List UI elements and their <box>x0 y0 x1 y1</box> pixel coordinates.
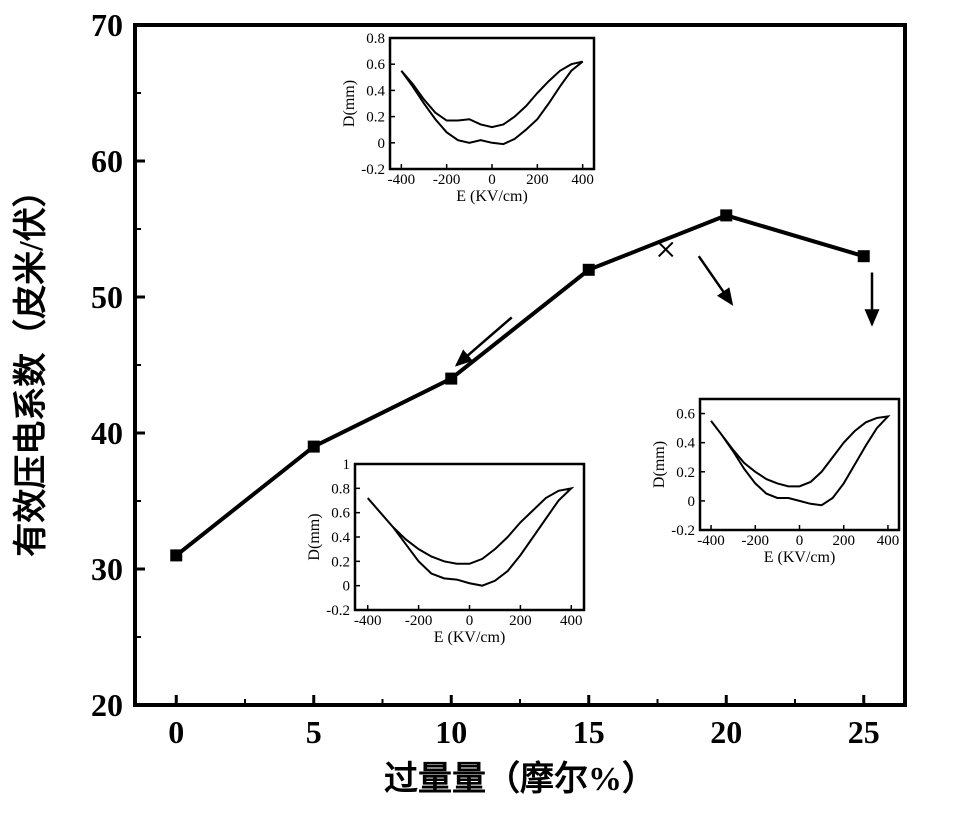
svg-text:0: 0 <box>488 172 496 188</box>
svg-text:400: 400 <box>571 172 594 188</box>
svg-text:E (KV/cm): E (KV/cm) <box>764 549 836 566</box>
svg-text:400: 400 <box>877 533 900 549</box>
y-tick-label: 50 <box>91 279 123 315</box>
x-tick-label: 25 <box>848 714 880 750</box>
svg-text:0.2: 0.2 <box>366 110 385 126</box>
svg-text:-0.2: -0.2 <box>671 523 695 539</box>
svg-text:0.4: 0.4 <box>331 530 350 546</box>
data-marker <box>308 441 320 453</box>
svg-text:0: 0 <box>466 613 474 629</box>
svg-text:-200: -200 <box>742 533 770 549</box>
inset-chart: -400 -200 0 200 400 -0.2 0 0.2 0.4 0.6 0.8 1 E (KV/c… <box>306 457 584 646</box>
x-tick-label: 15 <box>573 714 605 750</box>
data-marker <box>445 373 457 385</box>
svg-text:0: 0 <box>796 533 804 549</box>
svg-text:0.2: 0.2 <box>331 554 350 570</box>
svg-text:200: 200 <box>832 533 855 549</box>
svg-text:-0.2: -0.2 <box>326 603 350 619</box>
y-tick-label: 30 <box>91 551 123 587</box>
chart-container: 0510152025203040506070过量量（摩尔%）有效压电系数（皮米/… <box>0 0 963 835</box>
svg-text:0.4: 0.4 <box>676 436 695 452</box>
x-tick-label: 0 <box>168 714 184 750</box>
data-marker <box>583 264 595 276</box>
x-tick-label: 5 <box>306 714 322 750</box>
svg-text:D(mm): D(mm) <box>341 80 358 127</box>
data-marker <box>720 209 732 221</box>
svg-text:0.8: 0.8 <box>366 31 385 47</box>
chart-svg: 0510152025203040506070过量量（摩尔%）有效压电系数（皮米/… <box>0 0 963 835</box>
y-tick-label: 70 <box>91 7 123 43</box>
svg-text:0.6: 0.6 <box>366 57 385 73</box>
data-marker <box>858 250 870 262</box>
svg-text:-400: -400 <box>697 533 725 549</box>
inset-chart: -400 -200 0 200 400 -0.2 0 0.2 0.4 0.6 0.8 E (KV/cm… <box>341 31 594 205</box>
arrow-annotation <box>457 317 512 365</box>
svg-text:0.8: 0.8 <box>331 481 350 497</box>
y-tick-label: 40 <box>91 415 123 451</box>
svg-text:-0.2: -0.2 <box>361 162 385 178</box>
svg-text:0: 0 <box>688 494 696 510</box>
svg-text:E (KV/cm): E (KV/cm) <box>434 629 506 646</box>
arrow-annotation <box>699 256 732 304</box>
svg-text:-200: -200 <box>433 172 461 188</box>
x-axis-label: 过量量（摩尔%） <box>384 759 656 798</box>
svg-text:0: 0 <box>343 579 351 595</box>
svg-text:-400: -400 <box>354 613 382 629</box>
y-tick-label: 20 <box>91 687 123 723</box>
inset-chart: -400 -200 0 200 400 -0.2 0 0.2 0.4 0.6 E (KV/cm) D(… <box>651 399 899 566</box>
svg-text:1: 1 <box>343 457 351 473</box>
svg-text:D(mm): D(mm) <box>306 513 323 560</box>
svg-text:0.4: 0.4 <box>366 83 385 99</box>
y-tick-label: 60 <box>91 143 123 179</box>
svg-text:-400: -400 <box>388 172 416 188</box>
svg-text:200: 200 <box>526 172 549 188</box>
svg-text:-200: -200 <box>405 613 433 629</box>
data-marker <box>170 549 182 561</box>
x-tick-label: 20 <box>710 714 742 750</box>
svg-text:400: 400 <box>560 613 583 629</box>
svg-text:0: 0 <box>378 136 386 152</box>
x-tick-label: 10 <box>435 714 467 750</box>
y-axis-label: 有效压电系数（皮米/伏） <box>11 173 50 556</box>
svg-text:0.6: 0.6 <box>331 506 350 522</box>
svg-text:200: 200 <box>509 613 532 629</box>
svg-text:E (KV/cm): E (KV/cm) <box>456 188 528 205</box>
svg-text:0.6: 0.6 <box>676 407 695 423</box>
svg-text:D(mm): D(mm) <box>651 441 668 488</box>
svg-text:0.2: 0.2 <box>676 465 695 481</box>
